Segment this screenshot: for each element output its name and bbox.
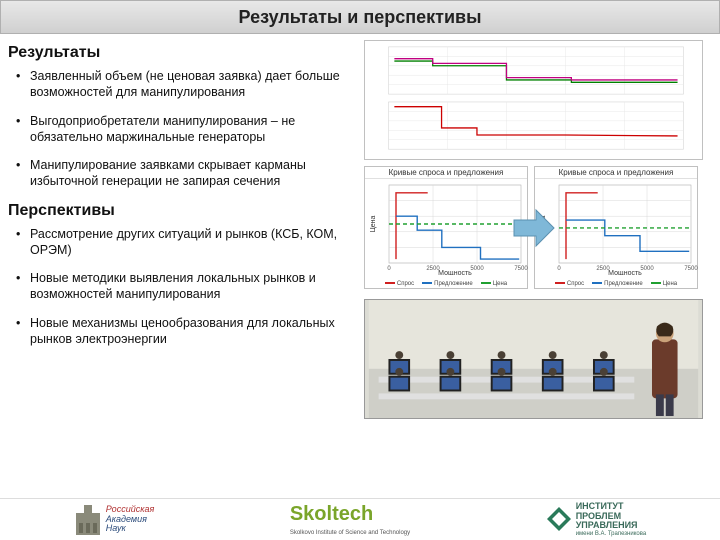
sd-right-legend: СпросПредложениеЦена [535,280,697,288]
prospects-heading: Перспективы [8,202,358,220]
svg-text:0: 0 [557,266,561,272]
footer-logos: Российская Академия Наук Skoltech Skolko… [0,498,720,540]
ran-logo: Российская Академия Наук [74,503,154,537]
sd-right-title: Кривые спроса и предложения [535,167,697,179]
left-column: Результаты Заявленный объем (не ценовая … [8,40,358,419]
sd-left-legend: СпросПредложениеЦена [365,280,527,288]
results-list: Заявленный объем (не ценовая заявка) дае… [8,68,358,190]
svg-text:5000: 5000 [470,266,484,272]
sd-right-chart: Кривые спроса и предложения 025005000750… [534,166,698,289]
right-column: Кривые спроса и предложения 025005000750… [358,40,703,419]
prospects-item: Новые методики выявления локальных рынко… [30,270,358,303]
prospects-list: Рассмотрение других ситуаций и рынков (К… [8,226,358,348]
skoltech-logo: Skoltech Skolkovo Institute of Science a… [290,503,410,536]
results-item: Заявленный объем (не ценовая заявка) дае… [30,68,358,101]
top-chart [364,40,703,160]
ipu-l4: имени В.А. Трапезникова [576,531,647,537]
svg-text:0: 0 [387,266,391,272]
svg-text:7500: 7500 [684,266,698,272]
svg-text:7500: 7500 [514,266,528,272]
supply-demand-row: Кривые спроса и предложения 025005000750… [364,166,703,289]
ran-line3: Наук [106,524,154,533]
sd-left-chart: Кривые спроса и предложения 025005000750… [364,166,528,289]
results-item: Манипулирование заявками скрывает карман… [30,157,358,190]
results-heading: Результаты [8,44,358,62]
prospects-item: Рассмотрение других ситуаций и рынков (К… [30,226,358,259]
results-item: Выгодоприобретатели манипулирования – не… [30,113,358,146]
slide-title: Результаты и перспективы [0,0,720,34]
svg-text:5000: 5000 [640,266,654,272]
prospects-item: Новые механизмы ценообразования для лока… [30,315,358,348]
skoltech-text: Skoltech [290,503,373,525]
svg-text:Мощность: Мощность [438,270,472,275]
ipu-l3: УПРАВЛЕНИЯ [576,521,647,530]
arrow-icon [512,208,556,248]
classroom-photo [364,299,703,419]
ipu-logo: ИНСТИТУТ ПРОБЛЕМ УПРАВЛЕНИЯ имени В.А. Т… [546,502,647,537]
skoltech-sub: Skolkovo Institute of Science and Techno… [290,530,410,536]
sd-left-title: Кривые спроса и предложения [365,167,527,179]
svg-text:Цена: Цена [370,215,377,232]
svg-text:Мощность: Мощность [608,270,642,275]
